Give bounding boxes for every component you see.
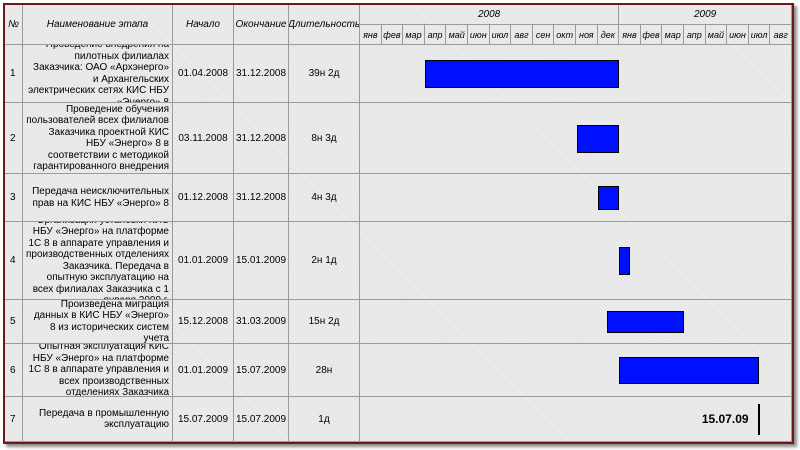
month-6: июл [489, 25, 512, 45]
month-14: мар [662, 25, 684, 45]
month-9: окт [554, 25, 576, 45]
gantt-bar-5 [607, 311, 684, 333]
month-19: авг [770, 25, 792, 45]
gantt-bar-2 [577, 124, 620, 153]
task-num: 3 [5, 174, 23, 222]
task-num: 6 [5, 344, 23, 397]
month-15: апр [684, 25, 706, 45]
task-name: Опытная эксплуатация КИС НБУ «Энерго» на… [23, 344, 173, 397]
gantt-bar-1 [424, 60, 620, 88]
month-13: фев [640, 25, 663, 45]
task-duration: 8н 3д [289, 103, 360, 174]
task-num: 4 [5, 222, 23, 300]
task-start: 01.12.2008 [173, 174, 234, 222]
task-duration: 1д [289, 397, 360, 442]
year-2009: 2009 [619, 5, 792, 25]
header-duration: Длительность [289, 5, 360, 45]
task-end: 31.12.2008 [234, 103, 289, 174]
task-num: 7 [5, 397, 23, 442]
month-8: сен [532, 25, 555, 45]
task-end: 31.12.2008 [234, 45, 289, 103]
task-end: 15.07.2009 [234, 397, 289, 442]
task-start: 15.12.2008 [173, 300, 234, 344]
gantt-frame: № Наименование этапа Начало Окончание Длител… [3, 3, 794, 444]
month-12: янв [619, 25, 641, 45]
month-7: авг [511, 25, 533, 45]
gantt-row [360, 174, 792, 222]
task-start: 01.01.2009 [173, 344, 234, 397]
task-num: 5 [5, 300, 23, 344]
task-start: 01.04.2008 [173, 45, 234, 103]
month-1: фев [381, 25, 404, 45]
task-name: Организация установки КИС НБУ «Энерго» н… [23, 222, 173, 300]
task-name: Проведение обучения пользователей всех ф… [23, 103, 173, 174]
task-end: 31.12.2008 [234, 174, 289, 222]
task-duration: 39н 2д [289, 45, 360, 103]
task-start: 03.11.2008 [173, 103, 234, 174]
milestone-label: 15.07.09 [701, 411, 749, 426]
gantt-row [360, 103, 792, 174]
task-name: Произведена миграция данных в КИС НБУ «Э… [23, 300, 173, 344]
header-num: № [5, 5, 23, 45]
gantt-bar-4 [619, 247, 630, 275]
task-end: 15.07.2009 [234, 344, 289, 397]
task-num: 1 [5, 45, 23, 103]
gantt-bar-6 [619, 357, 760, 384]
task-duration: 4н 3д [289, 174, 360, 222]
month-2: мар [403, 25, 425, 45]
month-0: янв [360, 25, 382, 45]
gantt-row [360, 222, 792, 300]
year-2008: 2008 [360, 5, 620, 25]
header-start: Начало [173, 5, 234, 45]
task-num: 2 [5, 103, 23, 174]
task-duration: 15н 2д [289, 300, 360, 344]
task-name: Передача в промышленную эксплуатацию [23, 397, 173, 442]
task-start: 01.01.2009 [173, 222, 234, 300]
task-name: Передача неисключительных прав на КИС НБ… [23, 174, 173, 222]
month-18: июл [748, 25, 771, 45]
task-end: 31.03.2009 [234, 300, 289, 344]
header-end: Окончание [234, 5, 289, 45]
month-11: дек [597, 25, 620, 45]
month-5: июн [468, 25, 490, 45]
gantt-row [360, 300, 792, 344]
month-16: май [705, 25, 728, 45]
gantt-row [360, 45, 792, 103]
month-17: июн [727, 25, 749, 45]
header-stage: Наименование этапа [23, 5, 173, 45]
gantt-bar-3 [597, 186, 620, 210]
month-4: май [446, 25, 468, 45]
milestone-marker [757, 403, 760, 436]
task-start: 15.07.2009 [173, 397, 234, 442]
gantt-row [360, 344, 792, 397]
task-duration: 28н [289, 344, 360, 397]
month-10: ноя [576, 25, 598, 45]
gantt-row [360, 397, 792, 442]
task-duration: 2н 1д [289, 222, 360, 300]
task-end: 15.01.2009 [234, 222, 289, 300]
task-name: Проведение внедрения на пилотных филиала… [23, 45, 173, 103]
month-3: апр [424, 25, 447, 45]
